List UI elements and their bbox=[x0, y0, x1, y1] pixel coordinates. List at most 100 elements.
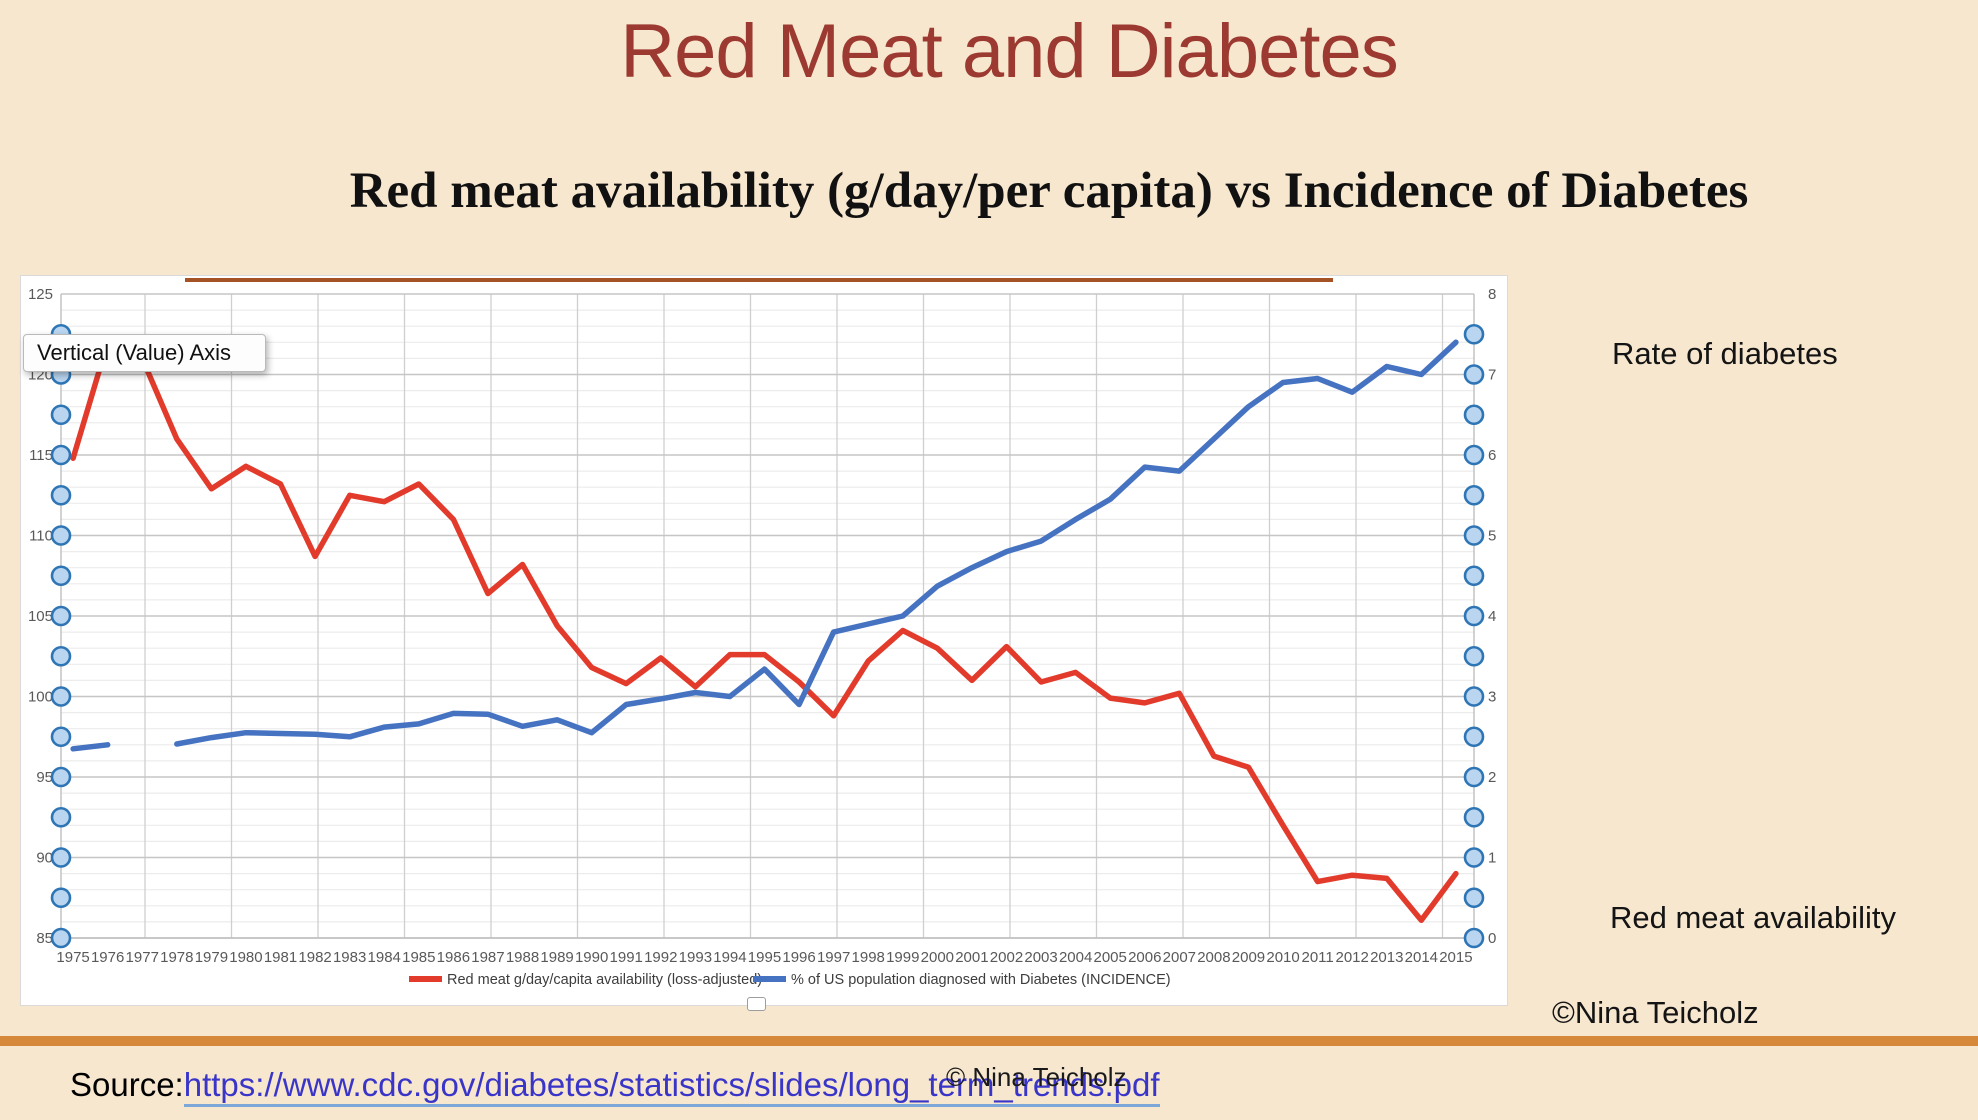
left-axis-tick-label: 110 bbox=[29, 528, 53, 545]
chart-resize-handle[interactable] bbox=[747, 997, 766, 1011]
source-link[interactable]: https://www.cdc.gov/diabetes/statistics/… bbox=[183, 1066, 1160, 1107]
axis-selection-handle[interactable] bbox=[1463, 364, 1485, 385]
legend-label[interactable]: Red meat g/day/capita availability (loss… bbox=[447, 972, 762, 988]
right-axis-tick-label: 5 bbox=[1488, 528, 1496, 545]
axis-selection-handle[interactable] bbox=[50, 484, 72, 506]
series-diabetes-line[interactable] bbox=[174, 339, 1459, 747]
axis-selection-handle[interactable] bbox=[1463, 444, 1485, 466]
x-axis-year-label: 2005 bbox=[1094, 949, 1127, 966]
legend-label[interactable]: % of US population diagnosed with Diabet… bbox=[791, 972, 1171, 988]
x-axis-year-label: 1979 bbox=[195, 949, 228, 966]
source-line: Source:https://www.cdc.gov/diabetes/stat… bbox=[70, 1066, 1160, 1107]
x-axis-year-label: 2008 bbox=[1197, 949, 1230, 966]
right-axis-tick-label: 7 bbox=[1488, 367, 1496, 384]
axis-selection-handle[interactable] bbox=[50, 645, 72, 667]
axis-selection-handle[interactable] bbox=[1463, 847, 1485, 868]
right-axis-tick-label: 4 bbox=[1488, 608, 1496, 625]
left-axis-tick-label: 100 bbox=[28, 689, 53, 706]
axis-selection-handle[interactable] bbox=[1463, 404, 1485, 426]
series-diabetes-line[interactable] bbox=[70, 742, 111, 752]
axis-selection-handle[interactable] bbox=[1463, 766, 1485, 788]
x-axis-year-label: 1977 bbox=[126, 949, 159, 966]
x-axis-year-label: 1981 bbox=[264, 949, 297, 966]
x-axis-year-label: 2012 bbox=[1336, 949, 1369, 966]
axis-selection-handle[interactable] bbox=[50, 565, 72, 587]
x-axis-year-label: 1996 bbox=[782, 949, 815, 966]
x-axis-year-label: 1982 bbox=[298, 949, 331, 966]
left-axis-tick-label: 90 bbox=[36, 850, 53, 867]
left-axis-tick-label: 95 bbox=[36, 769, 53, 786]
left-axis-tick-label: 105 bbox=[28, 608, 53, 625]
axis-selection-handle[interactable] bbox=[50, 525, 72, 546]
x-axis-year-label: 2010 bbox=[1266, 949, 1299, 966]
axis-selection-handle[interactable] bbox=[50, 927, 72, 949]
x-axis-year-label: 1994 bbox=[713, 949, 746, 966]
source-label: Source: bbox=[70, 1066, 184, 1103]
axis-tooltip-label: Vertical (Value) Axis bbox=[37, 340, 232, 365]
axis-selection-handle[interactable] bbox=[1463, 806, 1485, 828]
axis-selection-handle[interactable] bbox=[50, 686, 72, 707]
x-axis-year-label: 2015 bbox=[1439, 949, 1472, 966]
x-axis-year-label: 1986 bbox=[437, 949, 470, 966]
x-axis-year-label: 2007 bbox=[1163, 949, 1196, 966]
axis-selection-handle[interactable] bbox=[1463, 686, 1485, 707]
axis-selection-handle[interactable] bbox=[50, 444, 72, 466]
x-axis-year-label: 2004 bbox=[1059, 949, 1092, 966]
x-axis-year-label: 2000 bbox=[921, 949, 954, 966]
axis-selection-handle[interactable] bbox=[50, 847, 72, 868]
axis-selection-handle[interactable] bbox=[1463, 565, 1485, 587]
x-axis-year-label: 1988 bbox=[506, 949, 539, 966]
axis-selection-handle[interactable] bbox=[50, 806, 72, 828]
x-axis-year-label: 1983 bbox=[333, 949, 366, 966]
x-axis-year-label: 1992 bbox=[644, 949, 677, 966]
x-axis-year-label: 1985 bbox=[402, 949, 435, 966]
axis-selection-handle[interactable] bbox=[1463, 525, 1485, 546]
x-axis-year-label: 1987 bbox=[471, 949, 504, 966]
right-axis-tick-label: 0 bbox=[1488, 930, 1496, 947]
axis-selection-handle[interactable] bbox=[50, 404, 72, 426]
x-axis-year-label: 2013 bbox=[1370, 949, 1403, 966]
axis-selection-handle[interactable] bbox=[1463, 887, 1485, 909]
x-axis-year-label: 2009 bbox=[1232, 949, 1265, 966]
page-title: Red Meat and Diabetes bbox=[620, 9, 1398, 94]
x-axis-year-label: 1976 bbox=[91, 949, 124, 966]
x-axis-year-label: 2014 bbox=[1405, 949, 1438, 966]
x-axis-year-label: 1997 bbox=[817, 949, 850, 966]
x-axis-year-label: 1975 bbox=[56, 949, 89, 966]
x-axis-year-label: 1990 bbox=[575, 949, 608, 966]
axis-selection-handle[interactable] bbox=[50, 766, 72, 788]
axis-selection-handle[interactable] bbox=[50, 887, 72, 909]
chart-subtitle: Red meat availability (g/day/per capita)… bbox=[349, 163, 1749, 219]
copyright-overlay: © Nina Teicholz bbox=[946, 1062, 1127, 1092]
chart-panel[interactable]: 85 90 95 100 105 110 115 120 125 0 1 2 3 4 5 6 7 8 1975 197… bbox=[20, 275, 1508, 1006]
left-axis-tick-label: 125 bbox=[28, 286, 53, 303]
annotation-red-meat-availability: Red meat availability bbox=[1610, 900, 1897, 935]
axis-selection-handle[interactable] bbox=[1463, 605, 1485, 627]
axis-selection-handle[interactable] bbox=[1463, 323, 1485, 345]
left-axis-tick-label: 115 bbox=[29, 447, 53, 464]
right-axis-tick-label: 2 bbox=[1488, 769, 1496, 786]
x-axis-year-label: 1998 bbox=[852, 949, 885, 966]
axis-selection-handle[interactable] bbox=[1463, 484, 1485, 506]
x-axis-year-label: 1980 bbox=[229, 949, 262, 966]
copyright-right: ©Nina Teicholz bbox=[1552, 995, 1759, 1030]
x-axis-year-label: 1978 bbox=[160, 949, 193, 966]
right-axis-tick-label: 6 bbox=[1488, 447, 1496, 464]
axis-hover-tooltip: Vertical (Value) Axis bbox=[23, 334, 266, 372]
x-axis-year-label: 1995 bbox=[748, 949, 781, 966]
right-axis-tick-label: 3 bbox=[1488, 689, 1496, 706]
axis-selection-handle[interactable] bbox=[50, 726, 72, 748]
x-axis-year-label: 1991 bbox=[610, 949, 643, 966]
subtitle-divider-rule bbox=[185, 278, 1333, 282]
x-axis-year-label: 1993 bbox=[679, 949, 712, 966]
bottom-divider-bar bbox=[0, 1036, 1978, 1046]
axis-selection-handle[interactable] bbox=[50, 605, 72, 627]
x-axis-year-label: 2006 bbox=[1128, 949, 1161, 966]
annotation-rate-of-diabetes: Rate of diabetes bbox=[1612, 336, 1838, 371]
x-axis-year-label: 1984 bbox=[368, 949, 401, 966]
axis-selection-handle[interactable] bbox=[1463, 726, 1485, 748]
axis-selection-handle[interactable] bbox=[1463, 927, 1485, 949]
series-red-meat-line[interactable] bbox=[70, 339, 1459, 924]
axis-selection-handle[interactable] bbox=[1463, 645, 1485, 667]
